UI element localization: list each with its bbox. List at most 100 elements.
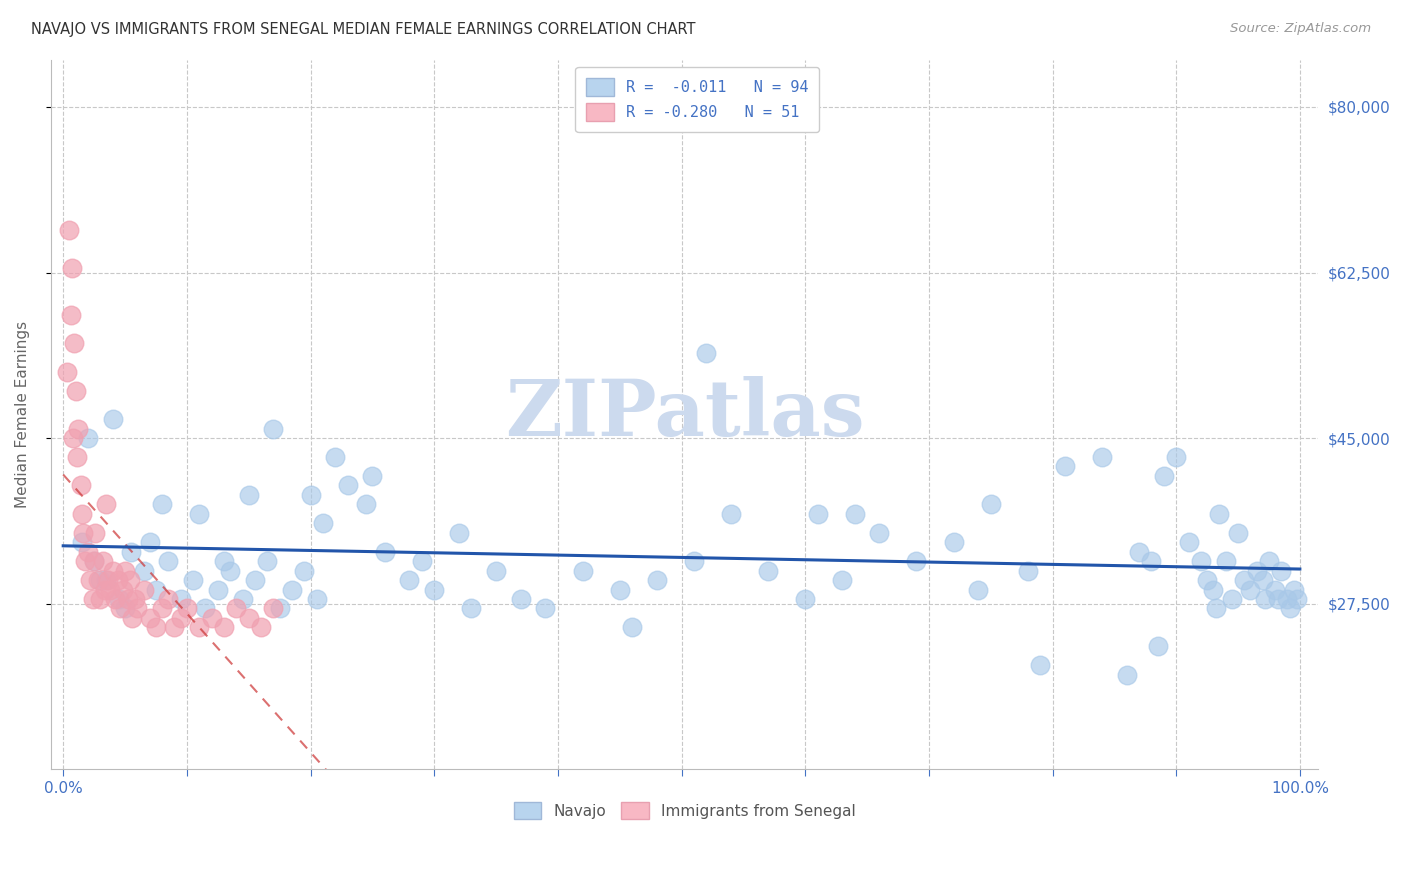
Point xyxy=(77,544,100,558)
Point xyxy=(621,620,644,634)
Point xyxy=(1220,591,1243,606)
Point xyxy=(56,365,79,379)
Point xyxy=(1153,469,1175,483)
Point xyxy=(806,507,828,521)
Point xyxy=(1208,507,1230,521)
Point xyxy=(1115,667,1137,681)
Point xyxy=(942,535,965,549)
Point xyxy=(1146,640,1168,654)
Point xyxy=(170,611,193,625)
Point xyxy=(1029,658,1052,673)
Point xyxy=(194,601,217,615)
Point xyxy=(212,554,235,568)
Point xyxy=(132,582,155,597)
Point xyxy=(1278,601,1301,615)
Point xyxy=(323,450,346,464)
Point xyxy=(238,488,260,502)
Point xyxy=(238,611,260,625)
Point xyxy=(70,507,93,521)
Point xyxy=(139,535,162,549)
Point xyxy=(101,564,124,578)
Point xyxy=(91,554,114,568)
Point xyxy=(1286,591,1309,606)
Point xyxy=(1177,535,1199,549)
Point xyxy=(83,554,105,568)
Point xyxy=(75,554,97,568)
Point xyxy=(1189,554,1212,568)
Point xyxy=(98,582,121,597)
Point xyxy=(67,422,90,436)
Point xyxy=(645,573,668,587)
Point xyxy=(868,525,890,540)
Point xyxy=(1239,582,1261,597)
Point xyxy=(79,573,101,587)
Point xyxy=(121,611,143,625)
Point xyxy=(69,478,91,492)
Point xyxy=(96,573,118,587)
Point xyxy=(59,308,82,322)
Point xyxy=(87,573,110,587)
Point xyxy=(63,336,86,351)
Point xyxy=(139,611,162,625)
Point xyxy=(181,573,204,587)
Point xyxy=(756,564,779,578)
Point xyxy=(485,564,508,578)
Point xyxy=(980,497,1002,511)
Point xyxy=(312,516,335,531)
Point xyxy=(281,582,304,597)
Point xyxy=(250,620,273,634)
Point xyxy=(967,582,990,597)
Point xyxy=(66,450,89,464)
Point xyxy=(83,554,105,568)
Point xyxy=(1258,554,1281,568)
Point xyxy=(117,591,139,606)
Point xyxy=(60,260,83,275)
Point xyxy=(905,554,928,568)
Point xyxy=(94,582,117,597)
Point xyxy=(720,507,742,521)
Point xyxy=(176,601,198,615)
Point xyxy=(72,525,94,540)
Point xyxy=(127,601,149,615)
Point xyxy=(683,554,706,568)
Point xyxy=(163,620,186,634)
Point xyxy=(571,564,593,578)
Point xyxy=(831,573,853,587)
Point xyxy=(101,412,124,426)
Point xyxy=(269,601,291,615)
Point xyxy=(1254,591,1277,606)
Point xyxy=(111,582,134,597)
Point xyxy=(1251,573,1274,587)
Point xyxy=(243,573,266,587)
Point xyxy=(145,582,167,597)
Point xyxy=(70,535,93,549)
Point xyxy=(1215,554,1237,568)
Point xyxy=(77,431,100,445)
Point xyxy=(411,554,433,568)
Point xyxy=(97,573,120,587)
Point xyxy=(460,601,482,615)
Point xyxy=(1091,450,1114,464)
Point xyxy=(398,573,420,587)
Point xyxy=(423,582,446,597)
Point xyxy=(89,591,111,606)
Text: NAVAJO VS IMMIGRANTS FROM SENEGAL MEDIAN FEMALE EARNINGS CORRELATION CHART: NAVAJO VS IMMIGRANTS FROM SENEGAL MEDIAN… xyxy=(31,22,696,37)
Point xyxy=(609,582,631,597)
Y-axis label: Median Female Earnings: Median Female Earnings xyxy=(15,321,30,508)
Point xyxy=(170,591,193,606)
Point xyxy=(157,554,180,568)
Point xyxy=(124,591,146,606)
Point xyxy=(1053,459,1076,474)
Point xyxy=(1202,582,1225,597)
Point xyxy=(844,507,866,521)
Text: ZIPatlas: ZIPatlas xyxy=(505,376,865,452)
Point xyxy=(1246,564,1268,578)
Point xyxy=(1277,591,1299,606)
Point xyxy=(1205,601,1227,615)
Point xyxy=(118,573,141,587)
Point xyxy=(534,601,557,615)
Point xyxy=(89,573,111,587)
Point xyxy=(1233,573,1256,587)
Point xyxy=(1227,525,1250,540)
Point xyxy=(1017,564,1039,578)
